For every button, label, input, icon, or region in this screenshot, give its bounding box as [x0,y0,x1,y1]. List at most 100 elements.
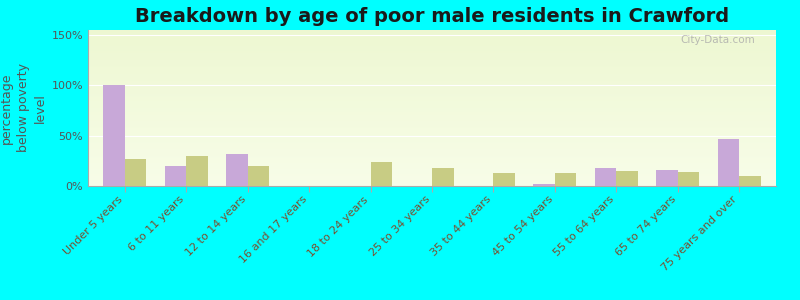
Bar [88,168,776,169]
Bar [88,155,776,156]
Bar [88,148,776,149]
Bar [88,74,776,75]
Bar [88,48,776,49]
Bar [88,127,776,128]
Bar [88,114,776,115]
Bar [88,98,776,99]
Bar [88,107,776,108]
Bar [88,160,776,161]
Bar [88,153,776,154]
Bar [88,105,776,106]
Bar [88,38,776,39]
Bar [88,129,776,130]
Bar [88,97,776,98]
Bar [88,142,776,143]
Bar [88,80,776,81]
Title: Breakdown by age of poor male residents in Crawford: Breakdown by age of poor male residents … [135,7,729,26]
Bar [88,94,776,95]
Bar [656,170,678,186]
Bar [88,118,776,119]
Bar [88,161,776,162]
Bar [88,122,776,123]
Text: City-Data.com: City-Data.com [681,35,755,45]
Bar [88,72,776,73]
Bar [88,68,776,69]
Bar [616,171,638,186]
Bar [88,47,776,48]
Bar [88,140,776,141]
Bar [370,162,392,186]
Bar [103,85,125,186]
Bar [88,75,776,76]
Bar [88,70,776,71]
Bar [88,135,776,136]
Bar [88,113,776,114]
Bar [88,111,776,112]
Bar [88,34,776,35]
Bar [88,151,776,152]
Bar [88,81,776,82]
Bar [88,96,776,97]
Bar [88,184,776,185]
Bar [88,99,776,100]
Bar [88,116,776,117]
Bar [88,77,776,78]
Bar [88,178,776,179]
Bar [88,139,776,140]
Bar [88,164,776,165]
Bar [88,93,776,94]
Bar [88,143,776,144]
Bar [125,159,146,186]
Bar [88,82,776,83]
Bar [88,41,776,42]
Bar [88,50,776,51]
Bar [88,66,776,67]
Bar [88,183,776,184]
Bar [88,76,776,77]
Bar [88,46,776,47]
Bar [88,43,776,44]
Bar [88,36,776,37]
Bar [88,136,776,137]
Bar [88,73,776,74]
Bar [88,162,776,163]
Bar [88,89,776,90]
Bar [165,166,186,186]
Bar [88,101,776,102]
Bar [88,45,776,46]
Bar [88,165,776,166]
Bar [88,158,776,159]
Bar [88,163,776,164]
Bar [88,108,776,109]
Bar [88,170,776,171]
Bar [88,95,776,96]
Bar [88,58,776,59]
Bar [594,168,616,186]
Bar [88,124,776,125]
Bar [88,104,776,105]
Bar [88,30,776,31]
Bar [88,59,776,60]
Bar [88,157,776,158]
Bar [88,133,776,134]
Bar [718,139,739,186]
Bar [88,103,776,104]
Bar [88,33,776,34]
Bar [88,35,776,36]
Bar [88,154,776,155]
Bar [88,106,776,107]
Bar [88,92,776,93]
Bar [248,166,270,186]
Bar [88,121,776,122]
Bar [88,62,776,63]
Bar [88,126,776,127]
Bar [88,102,776,103]
Bar [186,156,208,186]
Bar [88,173,776,174]
Bar [88,123,776,124]
Bar [88,100,776,101]
Bar [88,65,776,66]
Bar [88,180,776,181]
Bar [88,63,776,64]
Bar [88,128,776,129]
